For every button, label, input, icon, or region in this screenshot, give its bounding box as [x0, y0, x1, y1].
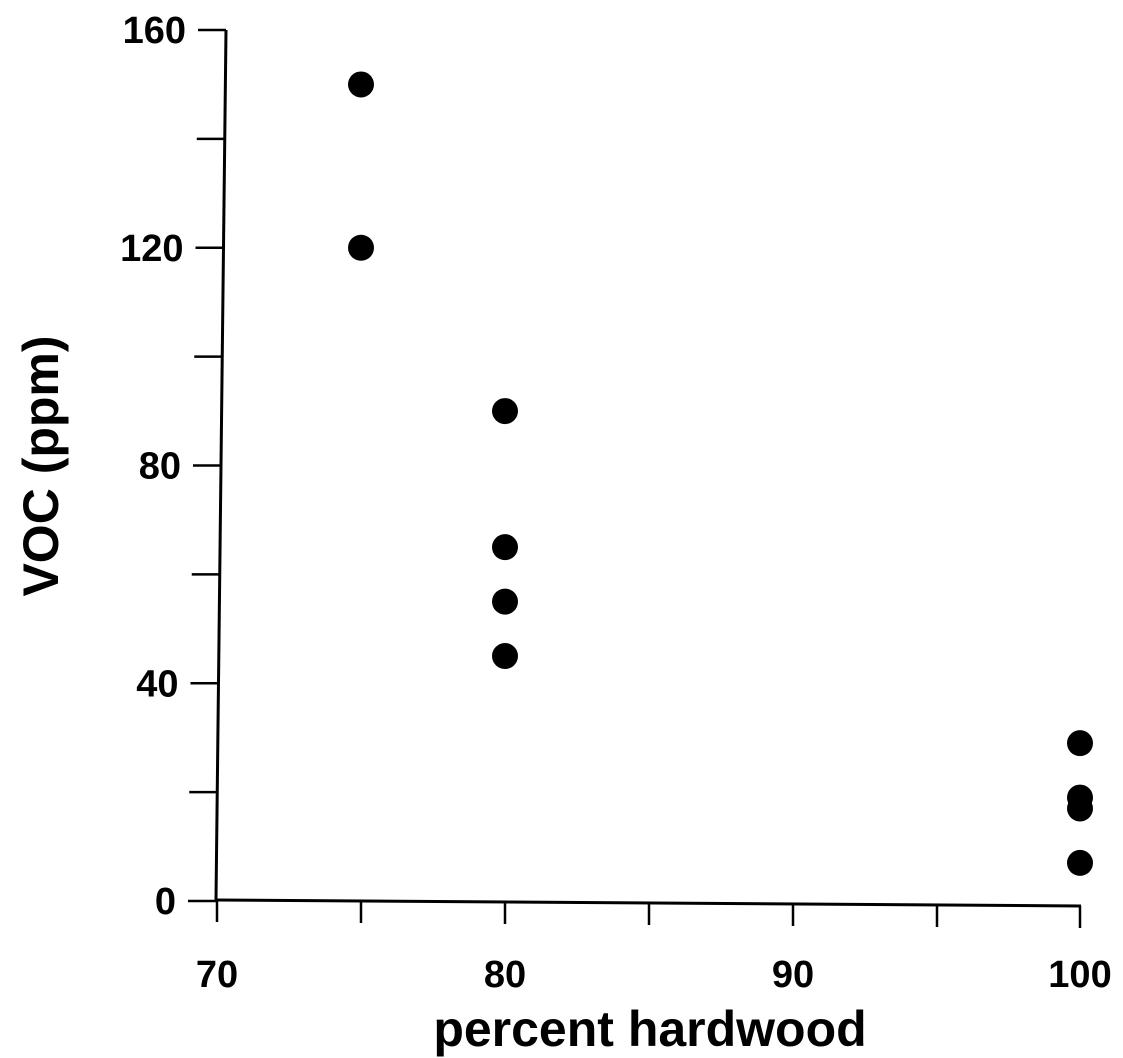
x-tick-label: 90: [772, 954, 814, 996]
x-axis-line: [215, 898, 1082, 908]
data-point: [1067, 795, 1093, 822]
data-points: [348, 71, 1093, 876]
y-axis-ticks: 0 40 80 120 160: [120, 10, 226, 923]
data-point: [1067, 849, 1093, 876]
y-axis-title: VOC (ppm): [13, 335, 69, 596]
y-tick-label: 120: [120, 228, 183, 270]
y-tick-label: 80: [139, 446, 181, 488]
data-point: [492, 398, 518, 425]
data-point: [348, 234, 374, 261]
x-tick-label: 70: [196, 954, 238, 996]
data-point: [492, 643, 518, 670]
y-tick-label: 160: [123, 10, 186, 52]
data-point: [492, 588, 518, 615]
y-tick-label: 0: [155, 881, 176, 923]
y-axis-line: [214, 29, 228, 901]
axes: [214, 29, 1082, 908]
data-point: [348, 71, 374, 98]
x-axis-title: percent hardwood: [433, 1001, 866, 1057]
x-tick-label: 100: [1048, 954, 1111, 996]
data-point: [492, 534, 518, 561]
data-point: [1067, 730, 1093, 757]
y-tick-label: 40: [136, 663, 178, 705]
x-axis-ticks: 70 80 90 100: [196, 900, 1112, 996]
x-tick-label: 80: [484, 954, 526, 996]
